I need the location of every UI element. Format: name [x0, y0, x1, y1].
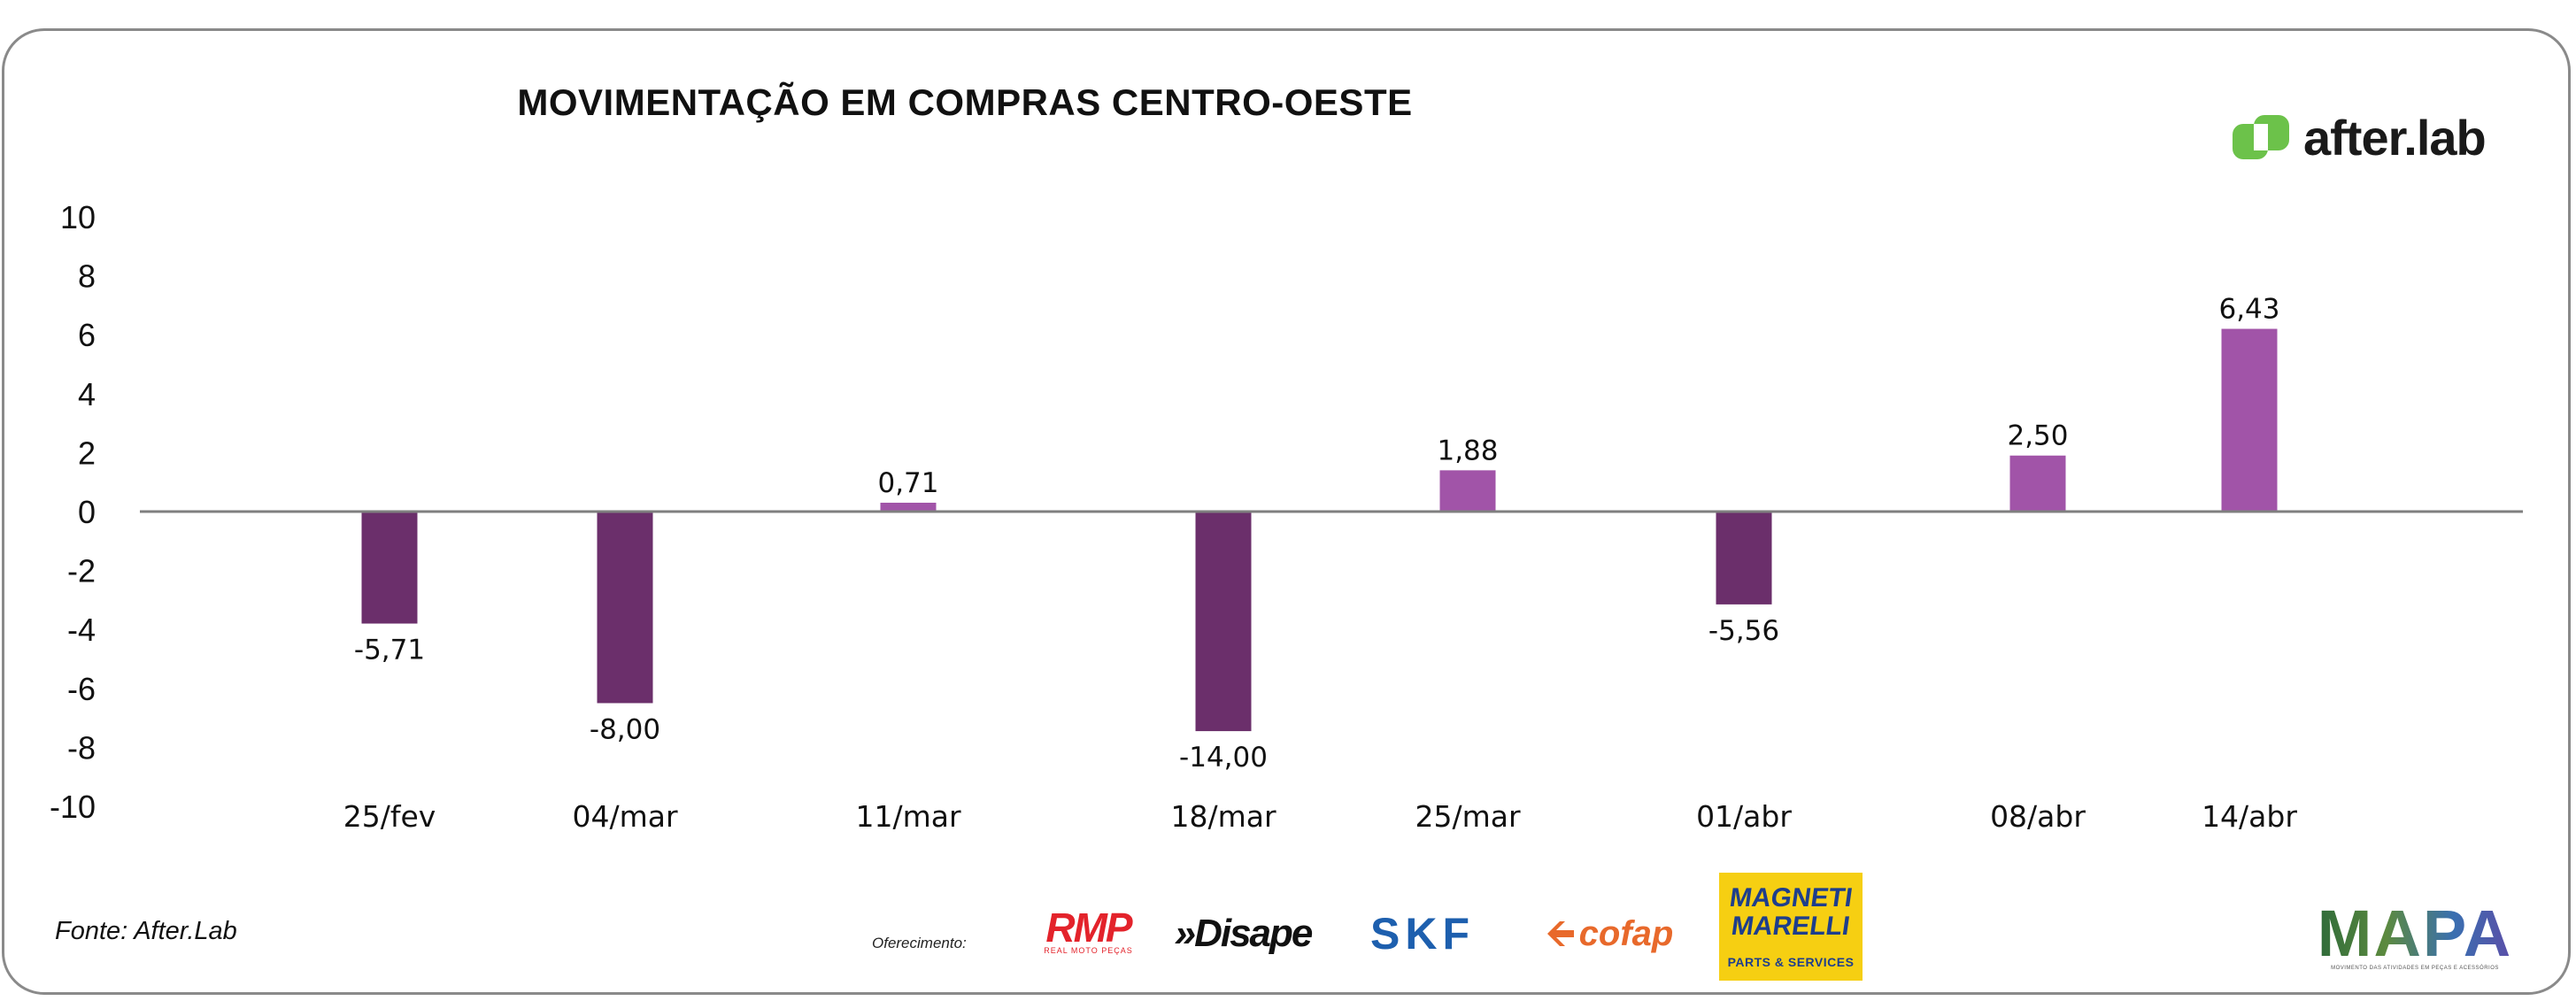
magneti-line1: MAGNETI [1727, 883, 1855, 912]
value-label: 1,88 [1437, 435, 1498, 466]
y-tick-label: -8 [67, 729, 96, 766]
y-tick-label: 2 [78, 435, 96, 471]
y-tick-label: 6 [78, 317, 96, 353]
value-label: -5,56 [1708, 615, 1779, 647]
x-tick-label: 04/mar [572, 799, 677, 834]
value-label: -8,00 [590, 713, 660, 745]
bar-01-abr [1716, 512, 1772, 604]
skf-logo: SKF [1370, 909, 1475, 959]
mapa-wordmark: MAPA [2317, 897, 2513, 970]
x-tick-label: 18/mar [1170, 799, 1276, 834]
bar-18-mar [1195, 512, 1252, 732]
mapa-logo: MAPA MOVIMENTO DAS ATIVIDADES EM PEÇAS E… [2312, 901, 2518, 972]
y-tick-label: -2 [67, 553, 96, 589]
bar-08-abr [2009, 455, 2066, 512]
magneti-subtitle: PARTS & SERVICES [1727, 955, 1855, 969]
x-tick-label: 01/abr [1696, 799, 1792, 834]
chart-title: MOVIMENTAÇÃO EM COMPRAS CENTRO-OESTE [517, 81, 1413, 123]
bar-11-mar [880, 503, 937, 512]
sponsors-label: Oferecimento: [872, 935, 967, 951]
value-label: 6,43 [2218, 294, 2279, 326]
mapa-subtitle: MOVIMENTO DAS ATIVIDADES EM PEÇAS E ACES… [2331, 966, 2499, 971]
cofap-wordmark: cofap [1578, 913, 1674, 953]
afterlab-wordmark: after.lab [2303, 109, 2487, 166]
rmp-subtitle: REAL MOTO PEÇAS [1044, 946, 1133, 955]
value-labels: -5,71 -8,00 0,71 -14,00 1,88 -5,56 2,50 6,43 [354, 294, 2280, 774]
y-tick-label: -10 [50, 789, 96, 825]
cofap-icon [1546, 921, 1574, 946]
x-tick-label: 25/mar [1415, 799, 1520, 834]
bars [361, 328, 2278, 732]
rmp-logo: RMP REAL MOTO PEÇAS [1029, 906, 1148, 958]
y-axis-ticks: 10 8 6 4 2 0 -2 -4 -6 -8 -10 [50, 199, 96, 825]
afterlab-logo: after.lab [2231, 106, 2487, 168]
x-axis-labels: 25/fev 04/mar 11/mar 18/mar 25/mar 01/abr 08/a… [343, 799, 2298, 834]
y-tick-label: 0 [78, 494, 96, 530]
x-tick-label: 11/mar [855, 799, 960, 834]
bar-14-abr [2221, 328, 2278, 512]
disape-logo: »Disape [1174, 912, 1314, 955]
bar-04-mar [597, 512, 653, 704]
y-tick-label: -4 [67, 612, 96, 648]
value-label: -5,71 [354, 635, 425, 666]
value-label: 0,71 [877, 467, 938, 499]
x-tick-label: 08/abr [1990, 799, 2086, 834]
value-label: 2,50 [2007, 420, 2068, 452]
bar-25-fev [361, 512, 418, 624]
magneti-line2: MARELLI [1730, 912, 1853, 941]
y-tick-label: -6 [67, 671, 96, 707]
cofap-logo: cofap [1524, 913, 1693, 954]
afterlab-icon [2233, 115, 2289, 159]
rmp-wordmark: RMP [1045, 905, 1132, 951]
magneti-marelli-logo: MAGNETI MARELLI PARTS & SERVICES [1719, 873, 1863, 981]
y-tick-label: 8 [78, 258, 96, 295]
x-tick-label: 14/abr [2202, 799, 2297, 834]
source-note: Fonte: After.Lab [55, 917, 237, 945]
bar-25-mar [1439, 470, 1496, 512]
x-tick-label: 25/fev [343, 799, 436, 834]
y-tick-label: 10 [60, 199, 96, 235]
y-tick-label: 4 [78, 376, 96, 412]
value-label: -14,00 [1179, 742, 1268, 774]
